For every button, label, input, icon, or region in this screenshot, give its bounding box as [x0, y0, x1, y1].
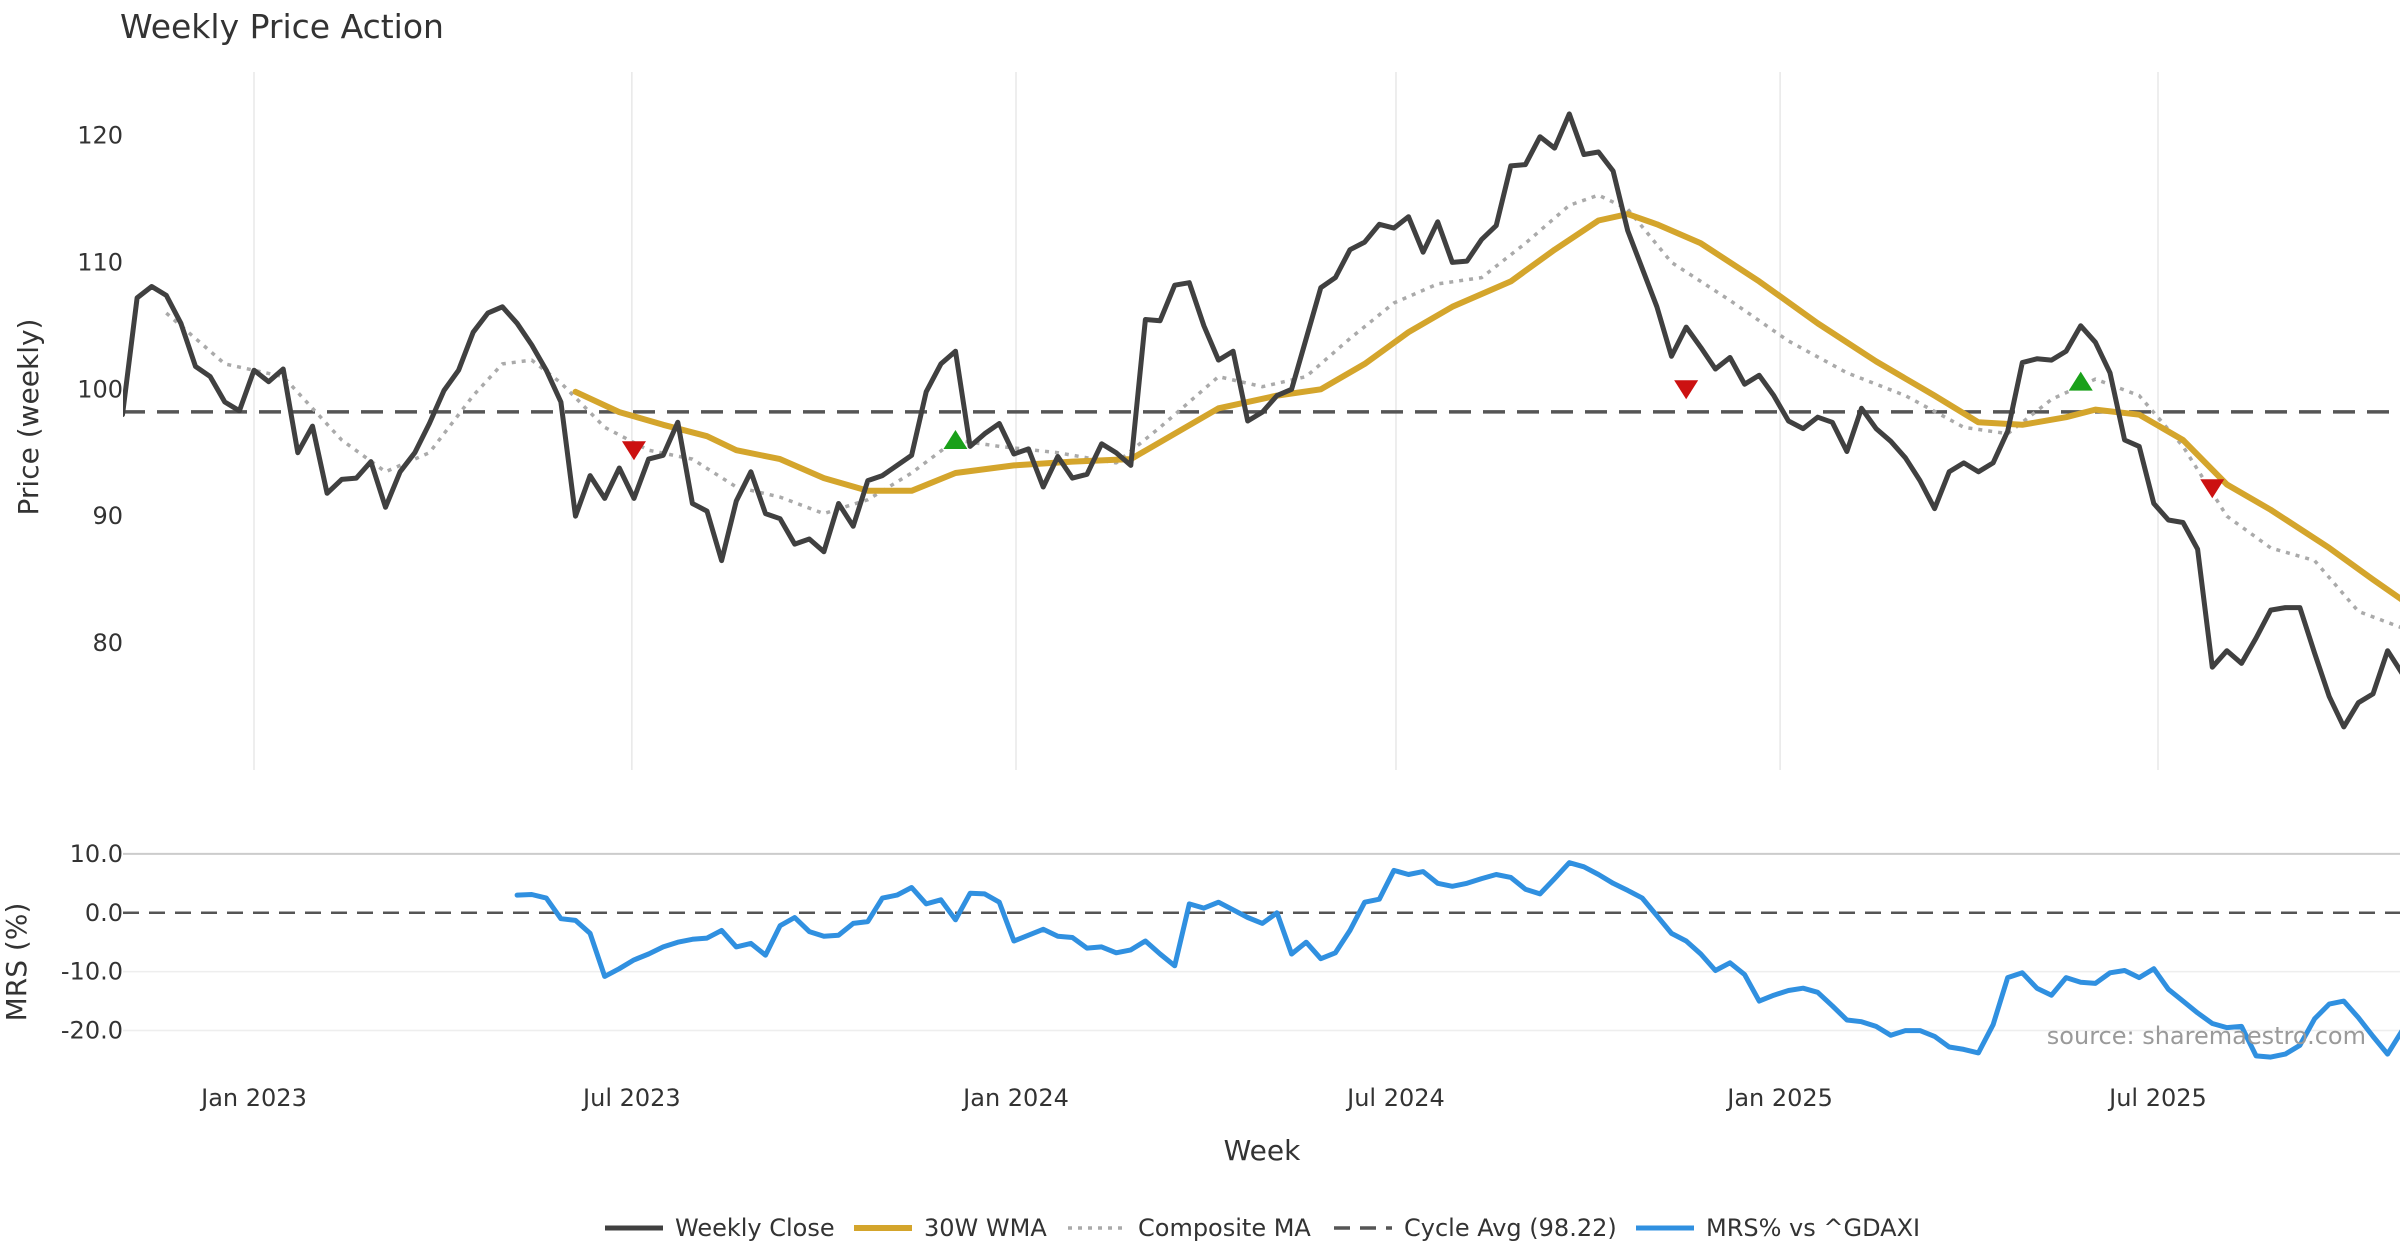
- price-y-tick: 110: [77, 248, 123, 276]
- x-tick-label: Jan 2023: [199, 1084, 307, 1112]
- legend-label-weekly-close: Weekly Close: [675, 1214, 835, 1242]
- x-tick-label: Jul 2023: [581, 1084, 681, 1112]
- mrs-panel-grid: [123, 852, 2400, 1032]
- price-y-tick: 90: [92, 502, 123, 530]
- series-line-mrs-vs-gdaxi: [514, 860, 2400, 1060]
- price-y-ticks: 80 90 100 110 120: [77, 121, 123, 657]
- mrs-y-tick: -20.0: [61, 1017, 123, 1045]
- mrs-series: [514, 860, 2400, 1060]
- legend-label-mrs-vs-gdaxi: MRS% vs ^GDAXI: [1706, 1214, 1920, 1242]
- x-tick-label: Jan 2024: [961, 1084, 1069, 1112]
- mrs-y-tick: 10.0: [70, 840, 123, 868]
- mrs-y-axis-label: MRS (%): [0, 903, 33, 1022]
- chart-title: Weekly Price Action: [120, 7, 444, 46]
- price-y-tick: 120: [77, 121, 123, 149]
- buy-signal-marker: [943, 430, 968, 450]
- x-tick-label: Jul 2024: [1345, 1084, 1445, 1112]
- price-y-axis-label: Price (weekly): [12, 319, 45, 516]
- chart-legend: Weekly Close 30W WMA Composite MA Cycle Avg…: [605, 1214, 1920, 1242]
- series-line-30w-wma: [572, 211, 2400, 603]
- legend-label-cycle-avg-98-22: Cycle Avg (98.22): [1404, 1214, 1617, 1242]
- x-axis-label: Week: [1224, 1134, 1301, 1167]
- price-panel-grid: [253, 72, 2159, 770]
- price-series: [123, 111, 2400, 730]
- buy-signal-marker: [2068, 371, 2093, 391]
- legend-label-composite-ma: Composite MA: [1138, 1214, 1311, 1242]
- legend-label-30w-wma: 30W WMA: [924, 1214, 1047, 1242]
- series-line-weekly-close: [123, 111, 2400, 730]
- series-line-composite-ma: [165, 193, 2400, 629]
- x-axis-ticks: Jan 2023 Jul 2023 Jan 2024 Jul 2024 Jan 2025…: [199, 1084, 2207, 1112]
- sell-signal-marker: [1674, 380, 1699, 400]
- mrs-y-tick: 0.0: [85, 899, 123, 927]
- x-tick-label: Jan 2025: [1725, 1084, 1833, 1112]
- sell-signal-marker: [621, 441, 646, 461]
- source-note: source: sharemaestro.com: [2047, 1022, 2366, 1050]
- sell-signal-marker: [2200, 479, 2225, 499]
- mrs-y-ticks: 10.0 0.0 -10.0 -20.0: [61, 840, 123, 1045]
- price-y-tick: 80: [92, 629, 123, 657]
- signal-markers: [621, 371, 2225, 499]
- x-tick-label: Jul 2025: [2107, 1084, 2207, 1112]
- mrs-y-tick: -10.0: [61, 958, 123, 986]
- price-y-tick: 100: [77, 375, 123, 403]
